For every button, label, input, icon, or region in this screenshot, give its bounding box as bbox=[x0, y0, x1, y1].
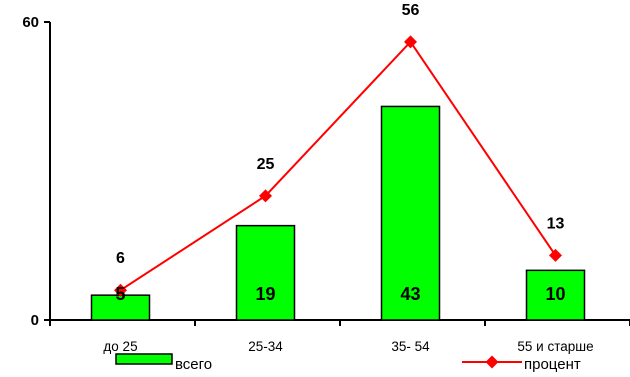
bar bbox=[90, 294, 151, 321]
legend-swatch-marker bbox=[485, 355, 499, 369]
axis-ticks: 0 60 до 25 25-34 35- 54 55 и старше bbox=[22, 14, 630, 354]
bar-value-label: 10 bbox=[545, 284, 565, 304]
x-tick-label: 25-34 bbox=[248, 339, 283, 354]
point-value-label: 13 bbox=[547, 215, 565, 232]
y-tick-label: 0 bbox=[31, 312, 39, 329]
legend-label: всего bbox=[175, 356, 212, 372]
series-point bbox=[259, 189, 272, 203]
y-tick-label: 60 bbox=[22, 14, 39, 31]
x-tick-label: до 25 bbox=[103, 339, 137, 354]
data-labels: 5 19 43 10 6 25 56 13 bbox=[115, 2, 565, 304]
bar bbox=[380, 105, 441, 321]
legend-label: процент bbox=[524, 356, 581, 372]
series-line bbox=[119, 40, 557, 292]
legend-swatch-bar bbox=[115, 353, 173, 365]
bars bbox=[90, 105, 586, 321]
legend: всего процент bbox=[115, 353, 581, 373]
bar bbox=[525, 269, 586, 321]
point-value-label: 56 bbox=[402, 2, 420, 19]
percent-series bbox=[114, 35, 562, 297]
series-point bbox=[114, 283, 127, 297]
series-point bbox=[404, 35, 417, 49]
bar bbox=[235, 224, 296, 321]
series-point bbox=[549, 248, 562, 262]
bar-value-label: 5 bbox=[115, 284, 125, 304]
x-tick-label: 55 и старше bbox=[517, 339, 593, 354]
point-value-label: 6 bbox=[116, 250, 125, 267]
x-tick-label: 35- 54 bbox=[391, 339, 430, 354]
bar-value-label: 43 bbox=[400, 284, 420, 304]
point-value-label: 25 bbox=[257, 156, 275, 173]
bar-value-label: 19 bbox=[255, 284, 275, 304]
